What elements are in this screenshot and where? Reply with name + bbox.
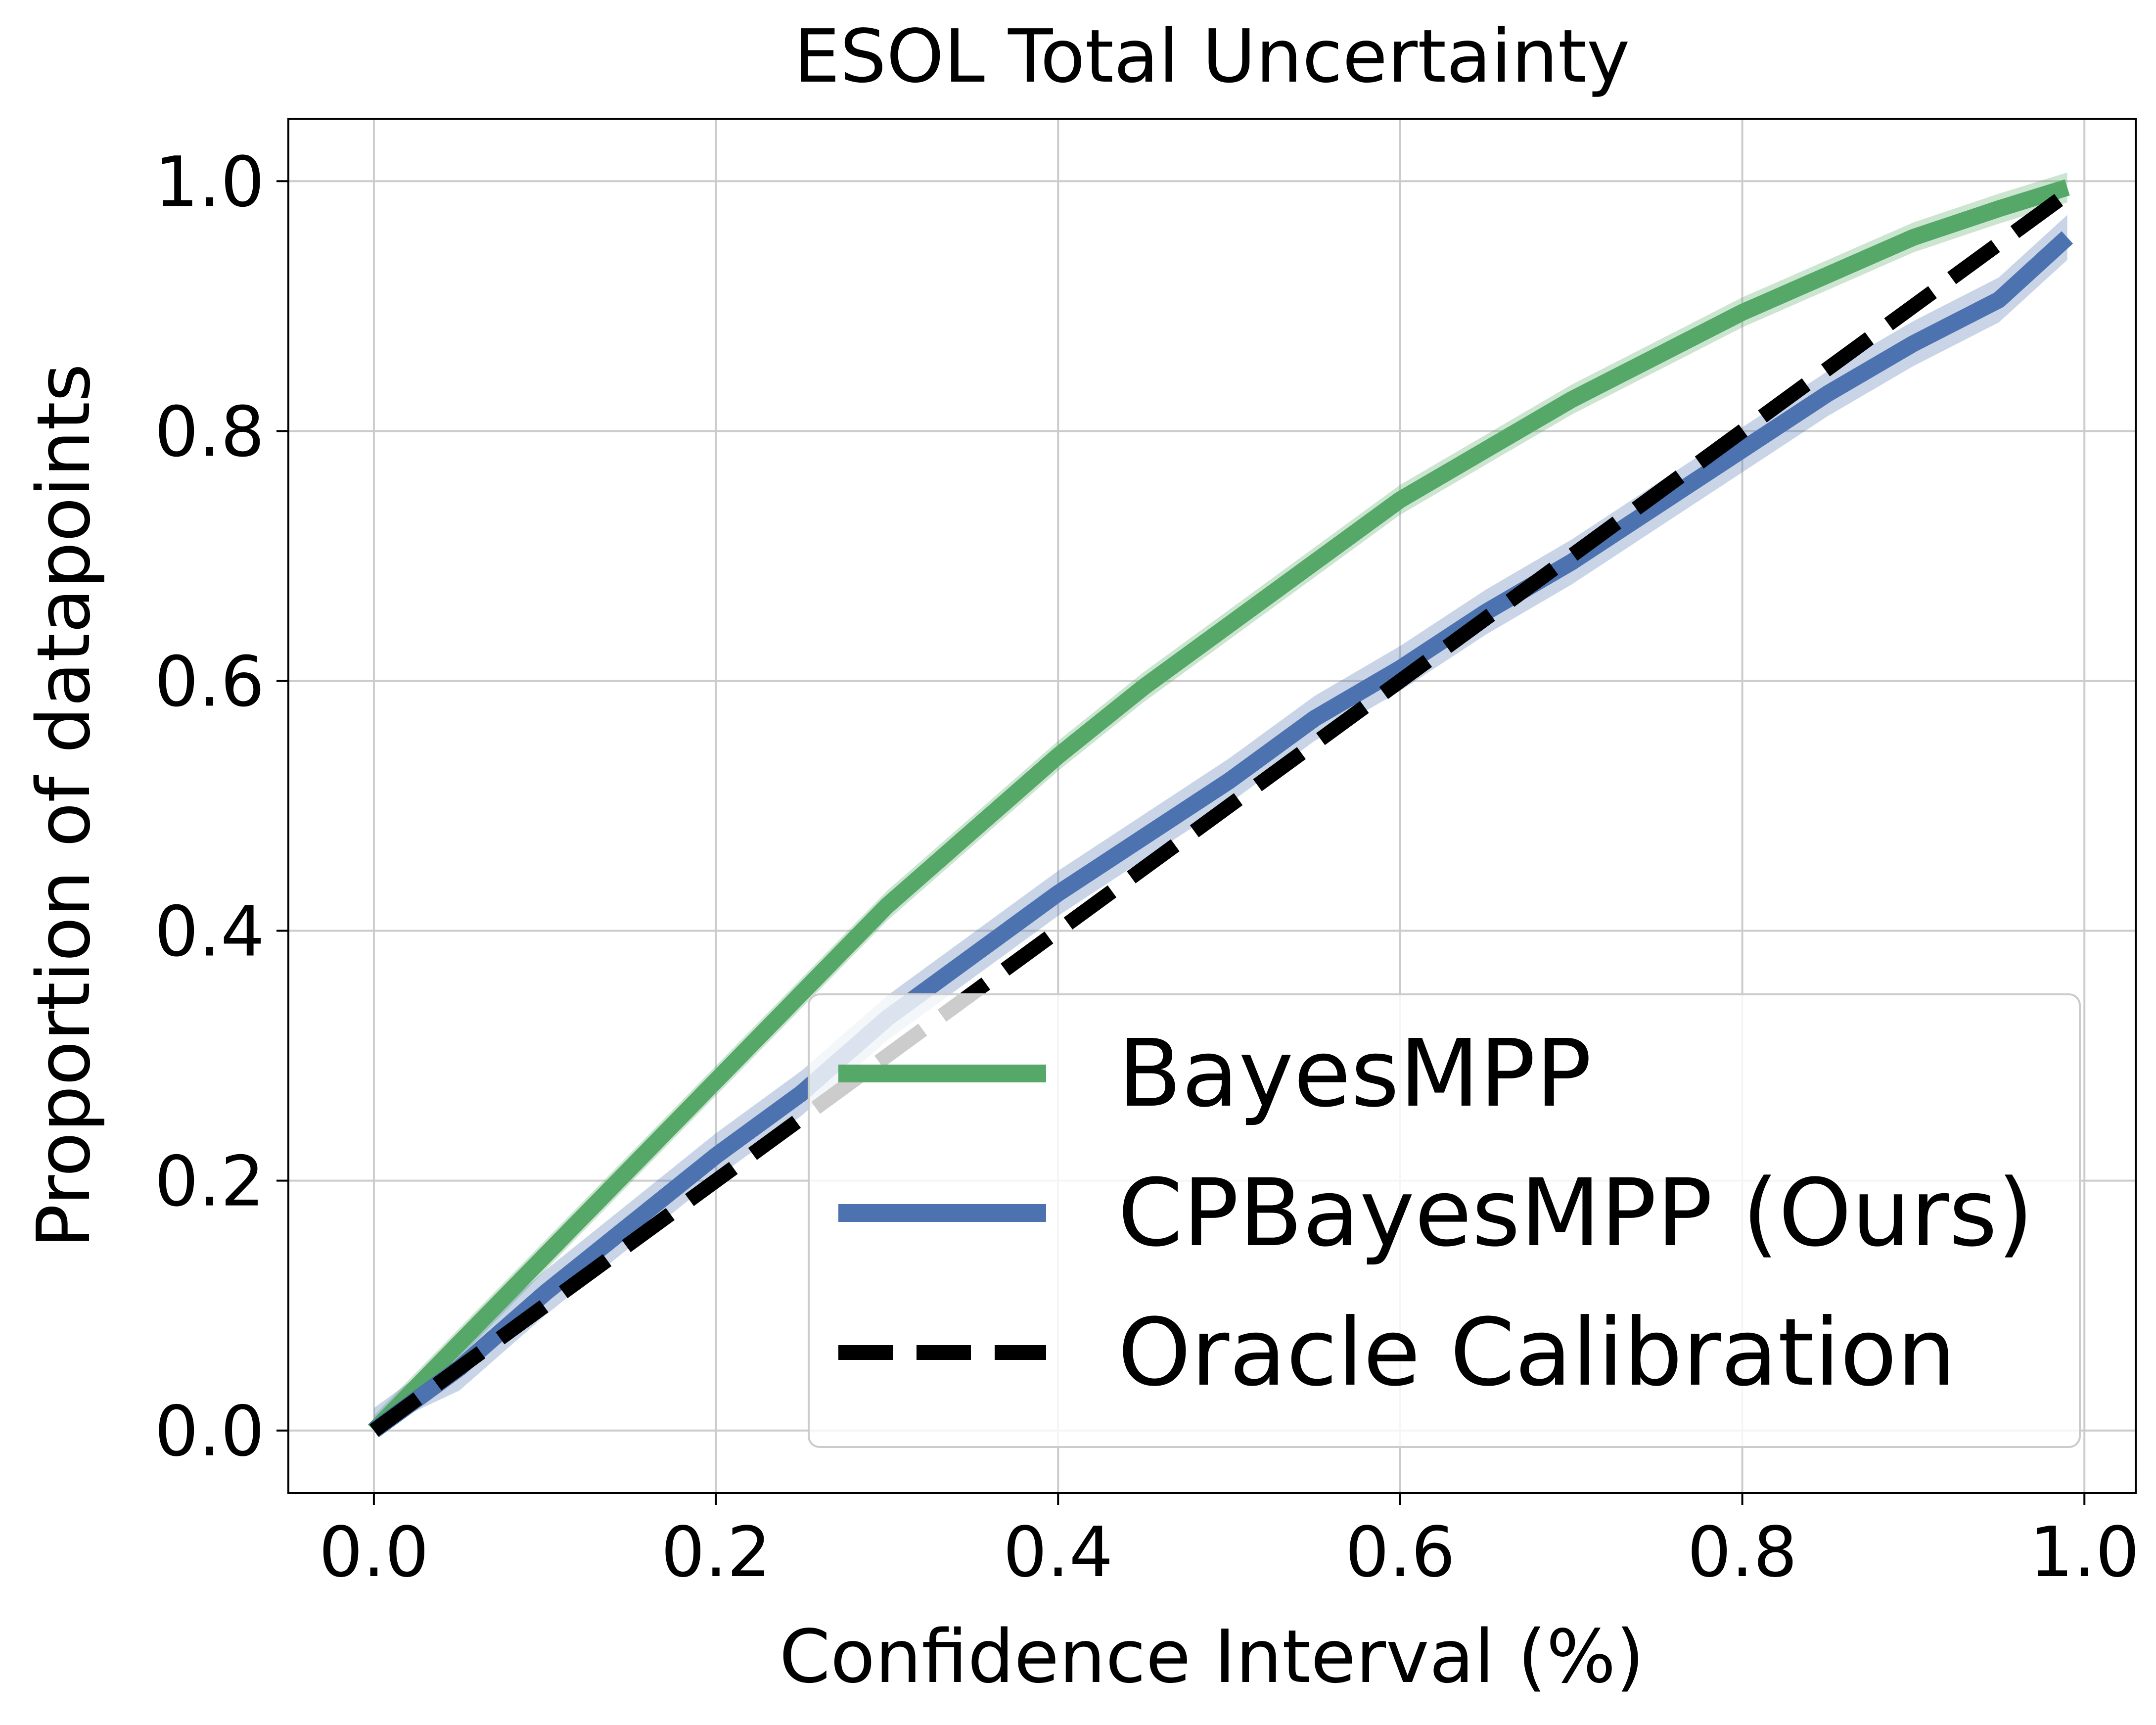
- x-tick-label: 1.0: [2029, 1512, 2140, 1593]
- bayesmpp-legend-label: BayesMPP: [1118, 1020, 1592, 1128]
- x-tick-label: 0.4: [1003, 1512, 1113, 1593]
- y-tick-label: 1.0: [154, 142, 265, 223]
- y-tick-label: 0.8: [154, 392, 265, 472]
- x-tick-label: 0.0: [319, 1512, 429, 1593]
- chart-title: ESOL Total Uncertainty: [794, 14, 1630, 99]
- cpbayesmpp-ours-legend-label: CPBayesMPP (Ours): [1118, 1159, 2033, 1267]
- axis-ticks: 0.0 0.2 0.4 0.6 0.8 1.0 0.0 0.2 0.4 0.6 0.8 1.0: [154, 142, 2139, 1593]
- bayesmpp-line: [367, 179, 2070, 1437]
- y-axis-label: Proportion of datapoints: [21, 364, 106, 1248]
- x-axis-label: Confidence Interval (%): [779, 1614, 1644, 1699]
- x-tick-label: 0.6: [1345, 1512, 1456, 1593]
- y-tick-label: 0.6: [154, 642, 265, 722]
- legend: BayesMPP CPBayesMPP (Ours) Oracle Calibrat…: [808, 993, 2081, 1448]
- cpbayesmpp-ours-line: [368, 231, 2073, 1438]
- legend-box: [808, 993, 2081, 1448]
- x-tick-label: 0.2: [661, 1512, 771, 1593]
- y-tick-label: 0.4: [154, 892, 265, 973]
- y-tick-label: 0.0: [154, 1392, 265, 1472]
- series-lines: [367, 179, 2073, 1438]
- grid: [288, 119, 2136, 1493]
- oracle-calibration-legend-label: Oracle Calibration: [1118, 1299, 1956, 1407]
- plot-frame: [287, 118, 2137, 1494]
- y-tick-label: 0.2: [154, 1142, 265, 1222]
- x-tick-label: 0.8: [1687, 1512, 1797, 1593]
- oracle-calibration-line: [369, 187, 2072, 1437]
